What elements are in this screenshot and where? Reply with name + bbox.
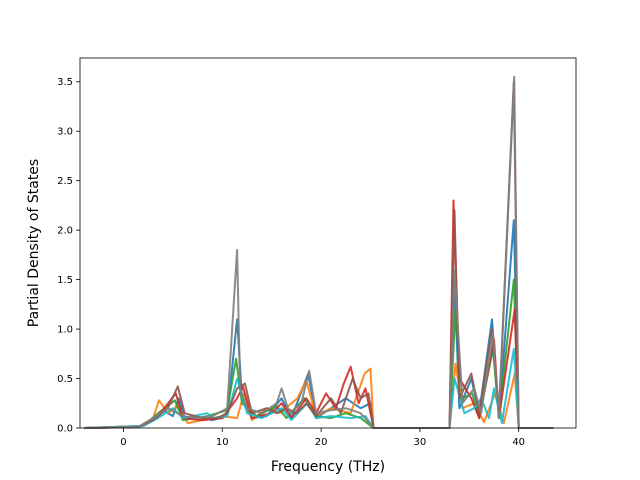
y-axis-label: Partial Density of States — [26, 159, 42, 327]
plot-frame — [79, 57, 577, 429]
series-layer — [83, 75, 554, 429]
series-line-5 — [83, 347, 554, 429]
x-tick-label: 10 — [216, 437, 229, 448]
series-line-4 — [83, 199, 554, 429]
y-tick-label: 1.0 — [57, 325, 73, 336]
y-tick-label: 2.0 — [57, 226, 73, 237]
y-tick-label: 1.5 — [57, 275, 73, 286]
x-tick-label: 30 — [414, 437, 427, 448]
x-tick-label: 0 — [120, 437, 126, 448]
y-tick-label: 3.0 — [57, 127, 73, 138]
x-tick-label: 40 — [512, 437, 525, 448]
y-axis: 0.0 0.5 1.0 1.5 2.0 2.5 3.0 3.5 — [57, 77, 80, 435]
y-tick-label: 2.5 — [57, 176, 73, 187]
y-tick-label: 0.5 — [57, 374, 73, 385]
x-axis-label: Frequency (THz) — [271, 459, 385, 475]
x-tick-label: 20 — [315, 437, 328, 448]
x-axis: 0 10 20 30 40 — [120, 428, 525, 448]
y-tick-label: 0.0 — [57, 424, 73, 435]
y-tick-label: 3.5 — [57, 77, 73, 88]
series-line-7 — [83, 75, 554, 429]
